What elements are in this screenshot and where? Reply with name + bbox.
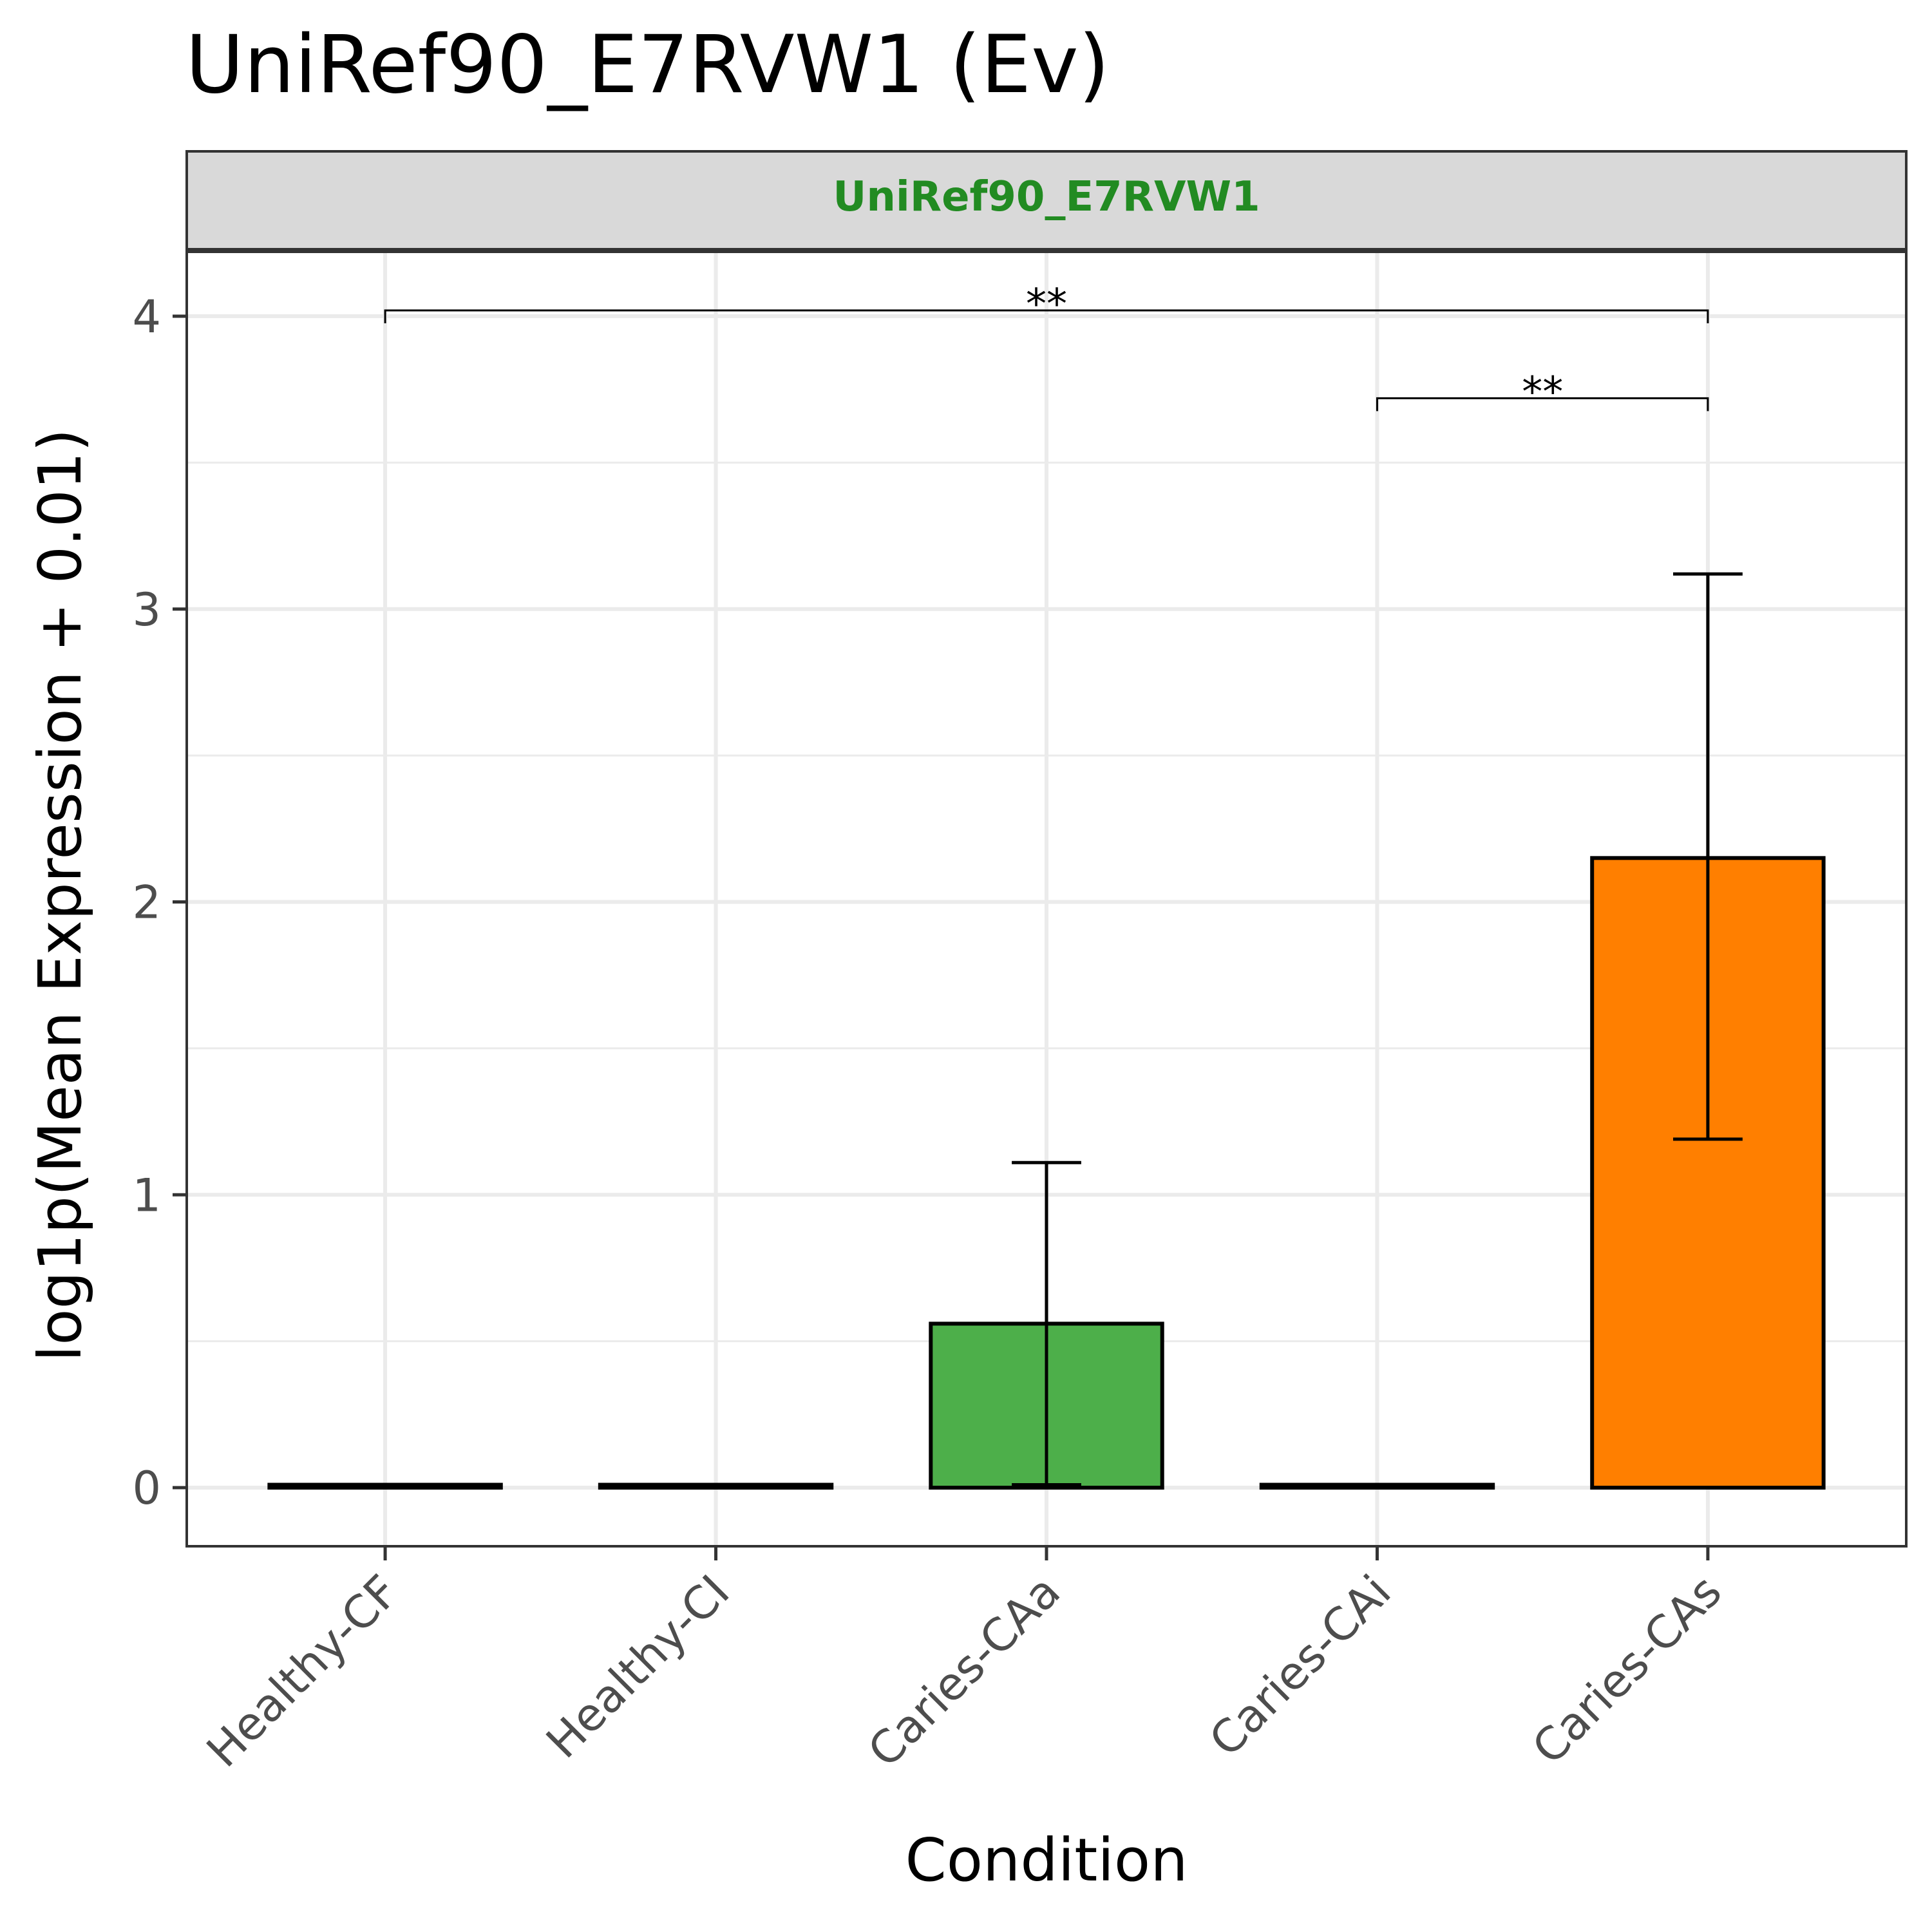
error-bar-Caries-CAs <box>1673 572 1743 1141</box>
chart-title: UniRef90_E7RVW1 (Ev) <box>185 19 1110 111</box>
y-tick-label: 0 <box>132 1462 161 1515</box>
facet-strip: UniRef90_E7RVW1 <box>185 150 1908 251</box>
error-bar-Caries-CAa <box>1012 1160 1081 1487</box>
significance-bracket: ** <box>384 281 1709 328</box>
y-tick-label: 1 <box>132 1169 161 1222</box>
x-axis-title: Condition <box>905 1826 1188 1895</box>
facet-strip-background <box>185 150 1908 251</box>
y-axis: 0 1 2 3 4 <box>132 290 187 1515</box>
significance-label: ** <box>1026 281 1067 328</box>
significance-brackets: ** ** <box>384 281 1709 416</box>
error-bars <box>350 572 1743 1487</box>
facet-label: UniRef90_E7RVW1 <box>833 173 1260 221</box>
significance-bracket: ** <box>1376 368 1709 416</box>
significance-label: ** <box>1522 368 1563 416</box>
plot-panel: ** ** <box>185 251 1908 1548</box>
y-tick-label: 2 <box>132 876 161 929</box>
y-axis-title: log1p(Mean Expression + 0.01) <box>26 429 95 1362</box>
y-tick-label: 3 <box>132 583 161 636</box>
y-tick-label: 4 <box>132 290 161 343</box>
